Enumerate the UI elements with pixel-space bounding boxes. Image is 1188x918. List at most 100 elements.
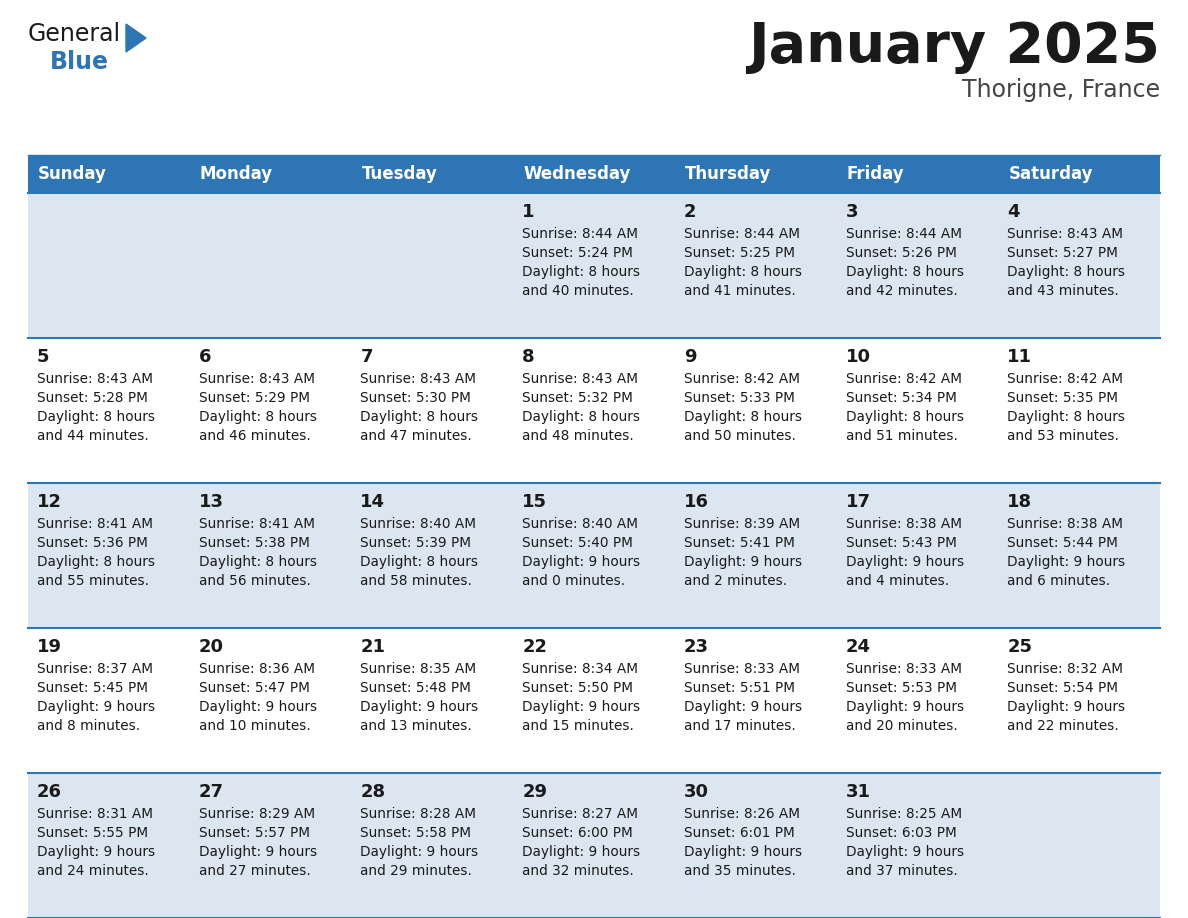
Text: and 41 minutes.: and 41 minutes. [684, 284, 796, 298]
Text: Sunrise: 8:43 AM: Sunrise: 8:43 AM [523, 372, 638, 386]
Text: Daylight: 9 hours: Daylight: 9 hours [684, 555, 802, 569]
Text: Sunrise: 8:32 AM: Sunrise: 8:32 AM [1007, 662, 1124, 676]
Text: Sunrise: 8:43 AM: Sunrise: 8:43 AM [1007, 227, 1124, 241]
Text: and 32 minutes.: and 32 minutes. [523, 864, 634, 878]
Text: and 29 minutes.: and 29 minutes. [360, 864, 473, 878]
Text: 25: 25 [1007, 638, 1032, 656]
Text: Friday: Friday [847, 165, 904, 183]
Text: Sunrise: 8:40 AM: Sunrise: 8:40 AM [523, 517, 638, 531]
Text: and 4 minutes.: and 4 minutes. [846, 574, 949, 588]
Text: and 51 minutes.: and 51 minutes. [846, 429, 958, 443]
Text: and 48 minutes.: and 48 minutes. [523, 429, 634, 443]
Text: and 24 minutes.: and 24 minutes. [37, 864, 148, 878]
Text: and 15 minutes.: and 15 minutes. [523, 719, 634, 733]
Text: Daylight: 9 hours: Daylight: 9 hours [37, 700, 156, 714]
Text: Sunrise: 8:41 AM: Sunrise: 8:41 AM [37, 517, 153, 531]
Text: 3: 3 [846, 203, 858, 221]
Text: Daylight: 8 hours: Daylight: 8 hours [523, 265, 640, 279]
Text: and 40 minutes.: and 40 minutes. [523, 284, 634, 298]
Text: and 17 minutes.: and 17 minutes. [684, 719, 796, 733]
Text: Sunset: 6:03 PM: Sunset: 6:03 PM [846, 826, 956, 840]
Text: Sunset: 5:53 PM: Sunset: 5:53 PM [846, 681, 956, 695]
Text: Sunset: 5:51 PM: Sunset: 5:51 PM [684, 681, 795, 695]
Text: and 2 minutes.: and 2 minutes. [684, 574, 786, 588]
Text: Daylight: 8 hours: Daylight: 8 hours [846, 410, 963, 424]
Text: 29: 29 [523, 783, 548, 801]
Bar [29, 338, 1159, 483]
Text: January 2025: January 2025 [748, 20, 1159, 74]
Bar [29, 193, 1159, 338]
Text: 8: 8 [523, 348, 535, 366]
Text: and 8 minutes.: and 8 minutes. [37, 719, 140, 733]
Text: Sunset: 5:33 PM: Sunset: 5:33 PM [684, 391, 795, 405]
Text: 18: 18 [1007, 493, 1032, 511]
Text: Sunrise: 8:44 AM: Sunrise: 8:44 AM [846, 227, 961, 241]
Text: 31: 31 [846, 783, 871, 801]
Text: Sunrise: 8:25 AM: Sunrise: 8:25 AM [846, 807, 962, 821]
Text: Daylight: 8 hours: Daylight: 8 hours [360, 410, 479, 424]
Text: Thursday: Thursday [684, 165, 771, 183]
Text: Sunrise: 8:36 AM: Sunrise: 8:36 AM [198, 662, 315, 676]
Text: Sunrise: 8:43 AM: Sunrise: 8:43 AM [360, 372, 476, 386]
Text: and 53 minutes.: and 53 minutes. [1007, 429, 1119, 443]
Text: Sunday: Sunday [38, 165, 107, 183]
Text: 11: 11 [1007, 348, 1032, 366]
Text: and 42 minutes.: and 42 minutes. [846, 284, 958, 298]
Text: and 13 minutes.: and 13 minutes. [360, 719, 472, 733]
Text: Sunrise: 8:27 AM: Sunrise: 8:27 AM [523, 807, 638, 821]
Text: Sunrise: 8:43 AM: Sunrise: 8:43 AM [37, 372, 153, 386]
Text: Sunrise: 8:41 AM: Sunrise: 8:41 AM [198, 517, 315, 531]
Text: Sunset: 5:34 PM: Sunset: 5:34 PM [846, 391, 956, 405]
Text: Daylight: 8 hours: Daylight: 8 hours [37, 410, 154, 424]
Text: Sunset: 5:55 PM: Sunset: 5:55 PM [37, 826, 148, 840]
Text: Sunset: 5:38 PM: Sunset: 5:38 PM [198, 536, 310, 550]
Text: Sunrise: 8:42 AM: Sunrise: 8:42 AM [684, 372, 800, 386]
Text: Daylight: 9 hours: Daylight: 9 hours [523, 700, 640, 714]
Text: Daylight: 8 hours: Daylight: 8 hours [198, 555, 317, 569]
Text: Sunrise: 8:31 AM: Sunrise: 8:31 AM [37, 807, 153, 821]
Bar [29, 483, 1159, 628]
Text: Daylight: 9 hours: Daylight: 9 hours [684, 845, 802, 859]
Text: 21: 21 [360, 638, 385, 656]
Text: Daylight: 9 hours: Daylight: 9 hours [360, 845, 479, 859]
Text: and 22 minutes.: and 22 minutes. [1007, 719, 1119, 733]
Text: Sunrise: 8:42 AM: Sunrise: 8:42 AM [1007, 372, 1124, 386]
Text: Daylight: 9 hours: Daylight: 9 hours [846, 845, 963, 859]
Text: and 46 minutes.: and 46 minutes. [198, 429, 310, 443]
Text: Sunset: 5:26 PM: Sunset: 5:26 PM [846, 246, 956, 260]
Text: Sunset: 5:25 PM: Sunset: 5:25 PM [684, 246, 795, 260]
Text: and 55 minutes.: and 55 minutes. [37, 574, 148, 588]
Text: and 47 minutes.: and 47 minutes. [360, 429, 472, 443]
Text: and 0 minutes.: and 0 minutes. [523, 574, 625, 588]
Text: 6: 6 [198, 348, 211, 366]
Text: Sunrise: 8:34 AM: Sunrise: 8:34 AM [523, 662, 638, 676]
Text: 7: 7 [360, 348, 373, 366]
Text: 26: 26 [37, 783, 62, 801]
Text: Sunset: 5:45 PM: Sunset: 5:45 PM [37, 681, 148, 695]
Text: 15: 15 [523, 493, 548, 511]
Text: Sunset: 5:27 PM: Sunset: 5:27 PM [1007, 246, 1118, 260]
Text: Sunrise: 8:33 AM: Sunrise: 8:33 AM [846, 662, 961, 676]
Text: 22: 22 [523, 638, 548, 656]
Text: 9: 9 [684, 348, 696, 366]
Text: Daylight: 8 hours: Daylight: 8 hours [684, 265, 802, 279]
Text: Sunrise: 8:37 AM: Sunrise: 8:37 AM [37, 662, 153, 676]
Text: and 20 minutes.: and 20 minutes. [846, 719, 958, 733]
Text: Daylight: 8 hours: Daylight: 8 hours [198, 410, 317, 424]
Text: Sunset: 5:50 PM: Sunset: 5:50 PM [523, 681, 633, 695]
Text: Daylight: 9 hours: Daylight: 9 hours [523, 555, 640, 569]
Text: Sunset: 5:44 PM: Sunset: 5:44 PM [1007, 536, 1118, 550]
Text: Sunset: 5:40 PM: Sunset: 5:40 PM [523, 536, 633, 550]
Text: 2: 2 [684, 203, 696, 221]
Text: Daylight: 9 hours: Daylight: 9 hours [523, 845, 640, 859]
Text: Tuesday: Tuesday [361, 165, 437, 183]
Text: Daylight: 8 hours: Daylight: 8 hours [37, 555, 154, 569]
Polygon shape [126, 24, 146, 52]
Text: and 56 minutes.: and 56 minutes. [198, 574, 310, 588]
Text: Daylight: 9 hours: Daylight: 9 hours [1007, 700, 1125, 714]
Text: Sunrise: 8:40 AM: Sunrise: 8:40 AM [360, 517, 476, 531]
Text: Daylight: 8 hours: Daylight: 8 hours [1007, 265, 1125, 279]
Text: and 27 minutes.: and 27 minutes. [198, 864, 310, 878]
Text: Sunset: 5:32 PM: Sunset: 5:32 PM [523, 391, 633, 405]
Text: Sunrise: 8:28 AM: Sunrise: 8:28 AM [360, 807, 476, 821]
